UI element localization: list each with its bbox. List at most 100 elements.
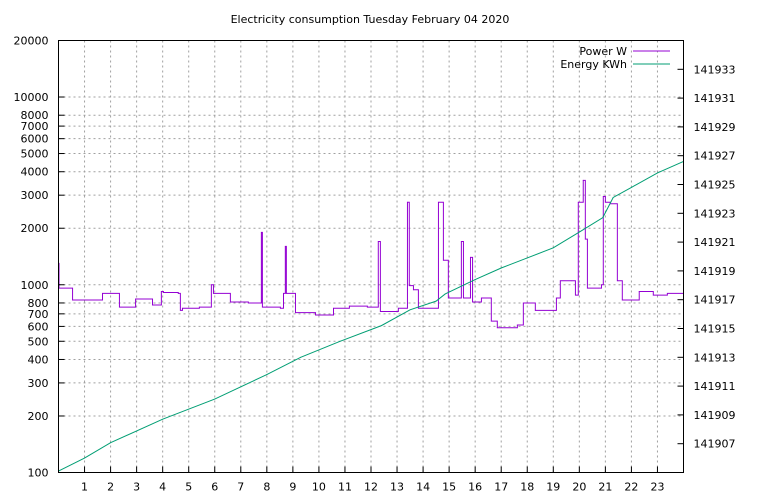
energy-point [602,217,604,219]
power-point [584,238,586,240]
power-point [407,201,408,203]
power-point [102,292,103,294]
y-tick-label: 200 [28,410,49,423]
y2-tick-label: 141925 [694,179,736,192]
energy-line [58,161,684,472]
x-tick-label: 20 [572,481,586,494]
x-tick-label: 18 [520,481,534,494]
x-tick-label: 10 [312,481,326,494]
y2-tick-label: 141909 [694,409,736,422]
power-point [262,306,263,308]
power-point [333,307,334,309]
power-point [210,284,212,286]
energy-point [110,442,111,444]
power-point [438,201,439,203]
power-point [481,297,482,299]
energy-point [631,186,632,188]
power-point [460,241,462,242]
x-tick-label: 23 [650,481,664,494]
power-point [463,297,464,299]
power-point [283,292,284,294]
power-point [587,287,588,289]
y2-tick-label: 141933 [694,63,736,76]
legend-label-energy: Energy KWh [560,58,627,71]
power-point [348,305,350,307]
power-point [417,307,419,309]
y-tick-label: 10000 [14,91,49,104]
x-tick-label: 14 [416,481,430,494]
power-point [570,280,572,282]
y-tick-label: 4000 [21,166,49,179]
power-point [229,301,231,303]
power-point [472,301,473,303]
y-tick-label: 1000 [21,279,49,292]
x-tick-label: 9 [289,481,296,494]
x-tick-label: 19 [546,481,560,494]
energy-point [474,279,476,280]
power-point [602,196,604,197]
y2-tick-label: 141927 [694,150,736,163]
y2-tick-label: 141929 [694,121,736,134]
x-tick-label: 8 [263,481,270,494]
energy-point [444,293,446,295]
grid [58,40,684,473]
y2-tick-label: 141915 [694,323,736,336]
power-point [442,259,444,261]
power-point [652,294,654,296]
energy-point [84,457,85,459]
x-tick-label: 11 [338,481,352,494]
y2-tick-label: 141923 [694,207,736,220]
x-tick-label: 6 [211,481,218,494]
power-point [366,306,368,308]
y-tick-label: 5000 [21,148,49,161]
power-point [379,311,381,312]
y-tick-label: 100 [28,467,49,480]
y-tick-label: 7000 [21,120,49,133]
y-tick-label: 20000 [14,35,49,48]
power-point [604,201,606,203]
power-point [496,327,498,329]
power-point [616,280,618,282]
energy-point [162,418,164,420]
power-point [382,311,383,312]
power-point [621,299,623,301]
power-point [490,320,492,322]
y-tick-label: 8000 [21,109,49,122]
power-point [160,291,162,292]
power-point [72,299,73,301]
x-tick-label: 16 [468,481,482,494]
power-point [516,324,518,326]
power-point [177,292,179,294]
power-point [408,285,410,286]
x-tick-label: 22 [624,481,638,494]
y2-tick-label: 141931 [694,92,736,105]
energy-point [435,300,437,302]
y2-tick-label: 141919 [694,265,736,278]
y-tick-label: 500 [28,335,49,348]
x-tick-label: 4 [159,481,166,494]
y-tick-label: 600 [28,320,49,333]
y-tick-label: 400 [28,353,49,366]
power-point [447,297,449,299]
energy-point [339,341,341,342]
x-tick-label: 2 [107,481,114,494]
power-point [601,284,602,286]
y2-tick-label: 141913 [694,351,736,364]
power-point [577,201,579,203]
power-point [397,307,399,309]
y2-tick-label: 141917 [694,294,736,307]
energy-point [214,398,216,400]
energy-point [578,231,580,233]
power-point [413,289,414,291]
power-point [260,232,262,233]
power-point [377,241,379,242]
power-point [182,307,183,309]
power-point [522,302,524,304]
axes-ticks: 1 2 3 4 5 6 7 8 9 10 11 12 13 14 15 16 17 18 19 20 21 22 23100… [14,35,736,494]
energy-point [266,374,268,375]
y2-tick-label: 141921 [694,236,736,249]
power-point [295,312,296,314]
power-point [247,302,249,304]
x-tick-label: 1 [81,481,88,494]
